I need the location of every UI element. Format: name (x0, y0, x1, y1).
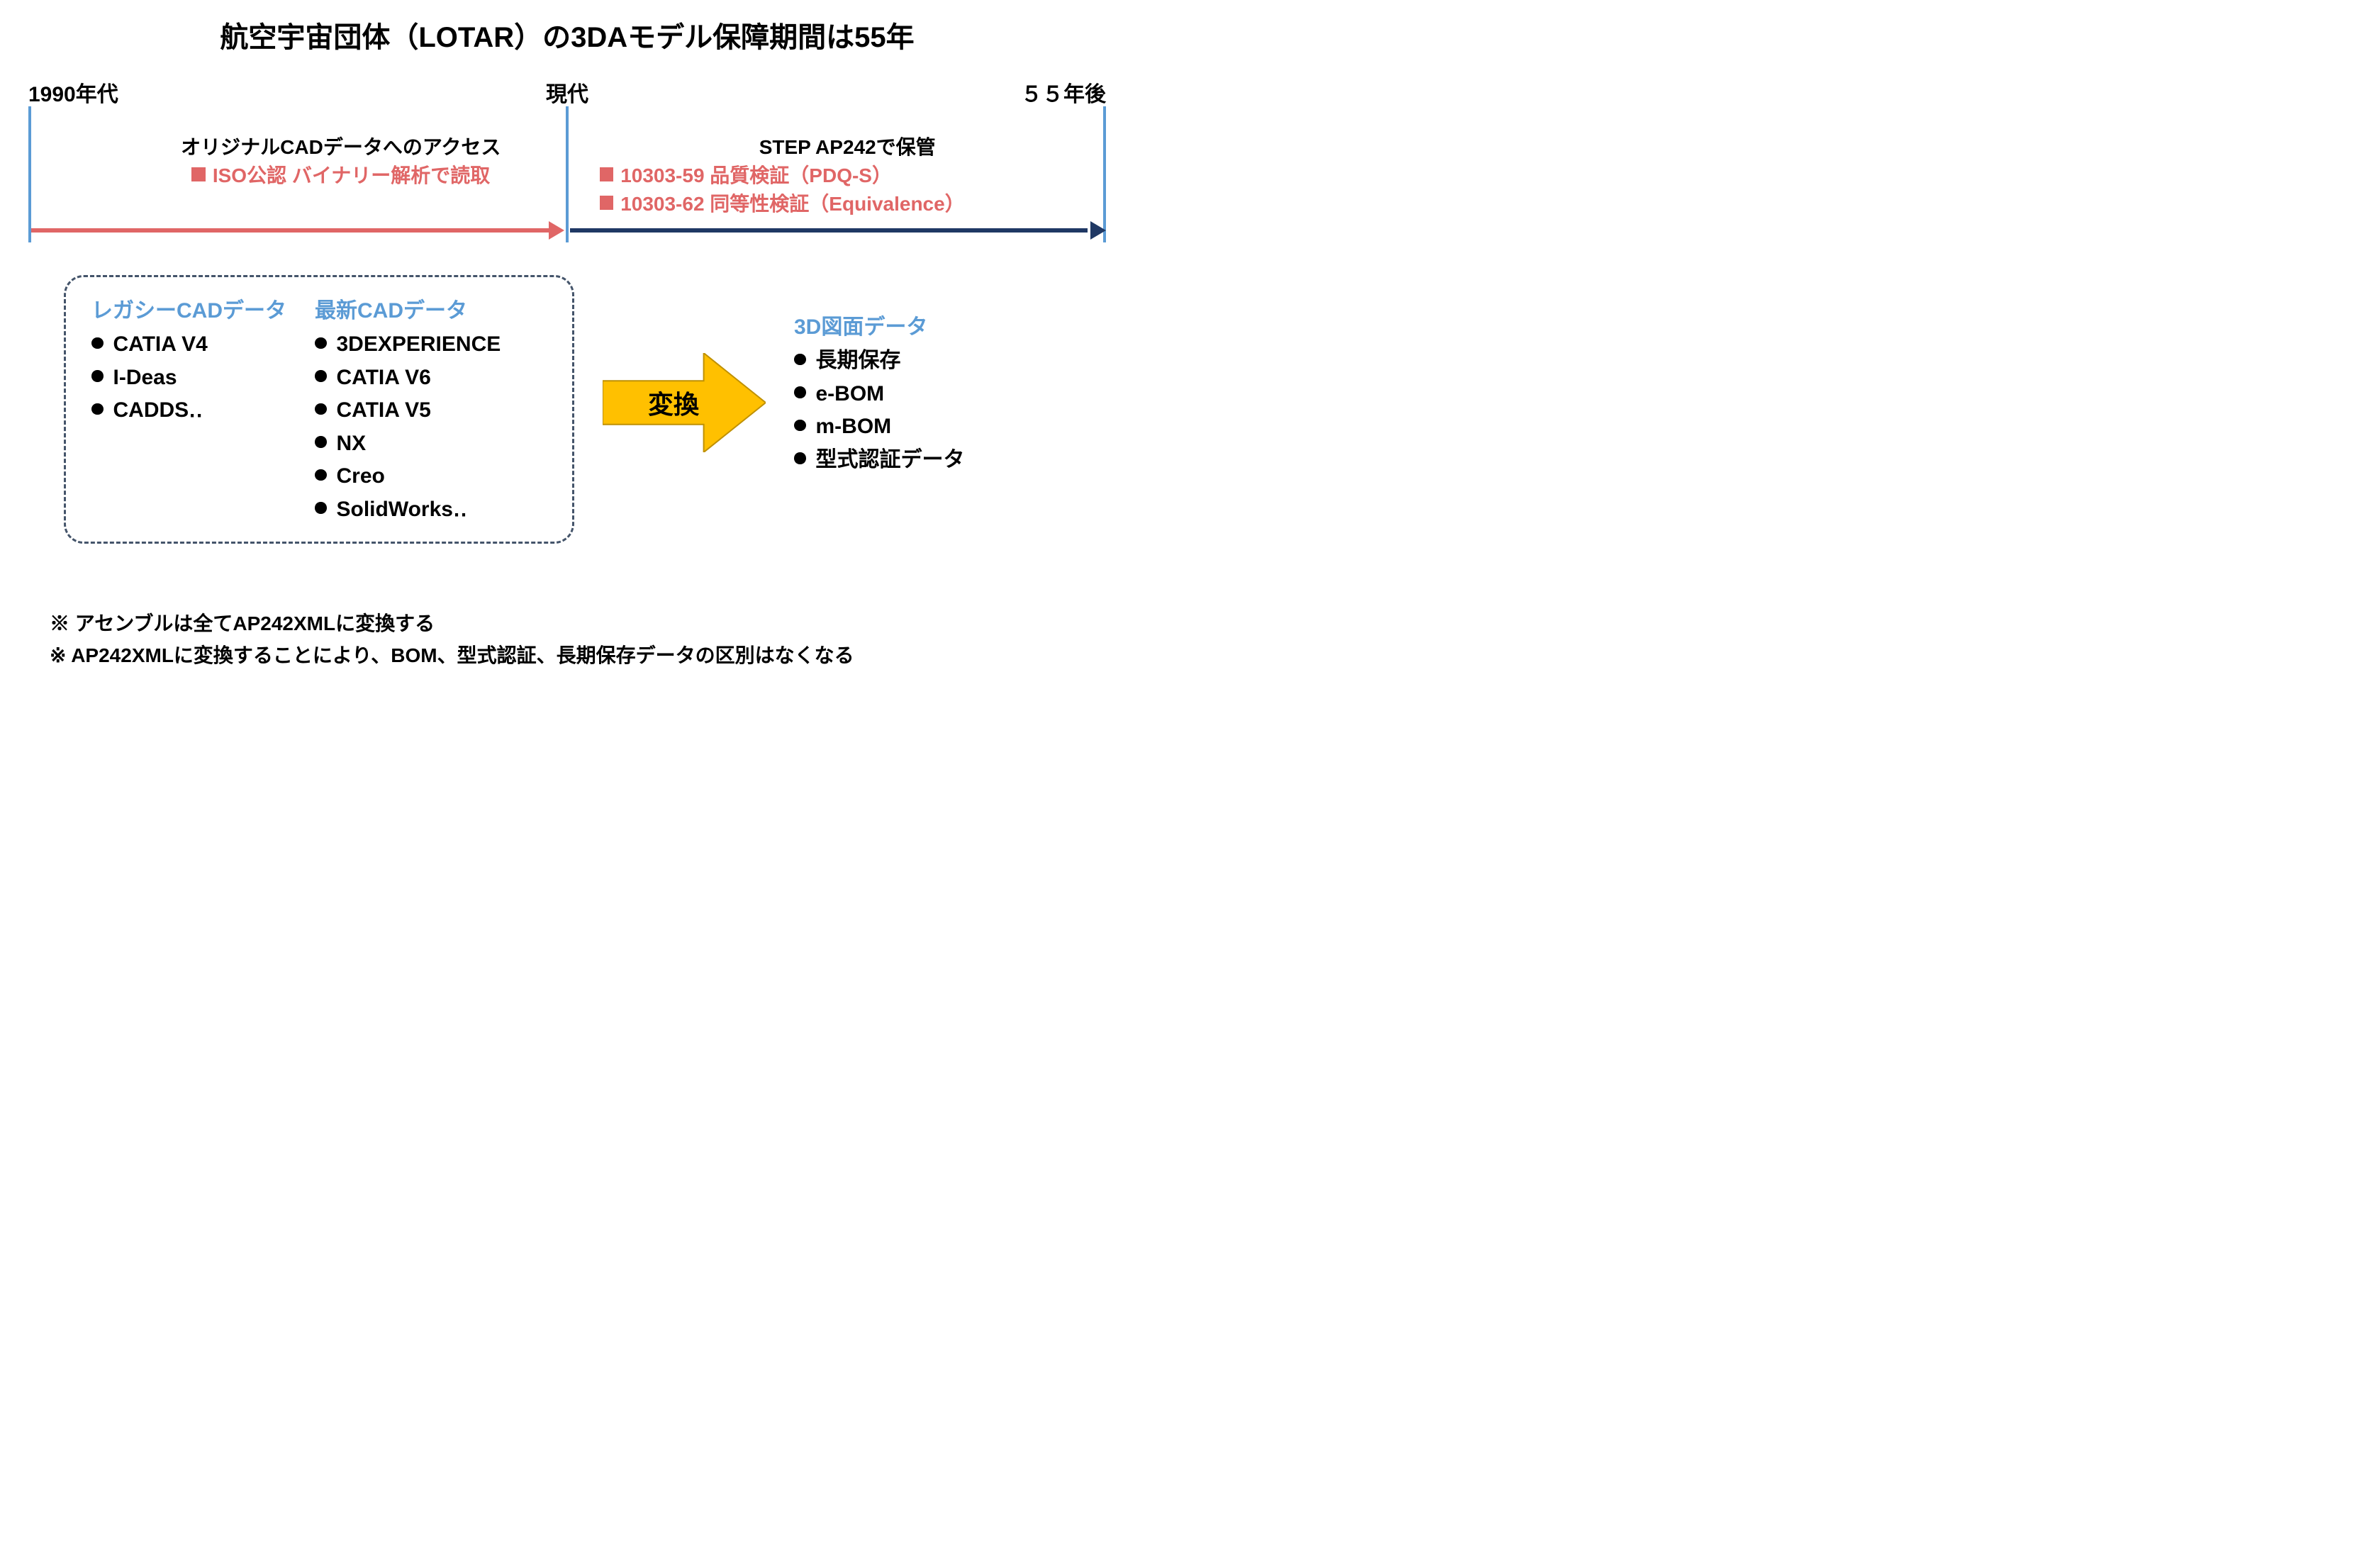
bullet-item: 10303-62 同等性検証（Equivalence） (600, 189, 1095, 217)
list-item: CATIA V4 (91, 328, 286, 362)
convert-arrow-label: 変換 (603, 384, 744, 421)
disc-bullet-icon (315, 436, 327, 448)
disc-bullet-icon (315, 502, 327, 514)
right-section: STEP AP242で保管 10303-59 品質検証（PDQ-S）10303-… (600, 132, 1095, 217)
timeline-arrow-right (570, 228, 1088, 233)
bullet-item: ISO公認 バイナリー解析で読取 (115, 160, 567, 189)
page-title: 航空宇宙団体（LOTAR）の3DAモデル保障期間は55年 (28, 14, 1106, 55)
square-bullet-icon (600, 196, 614, 210)
cad-column: 最新CADデータ 3DEXPERIENCECATIA V6CATIA V5NXCr… (315, 293, 501, 526)
disc-bullet-icon (91, 337, 104, 349)
cad-data-box: レガシーCADデータ CATIA V4I-DeasCADDS‥ 最新CADデータ 3D… (64, 275, 574, 544)
left-section: オリジナルCADデータへのアクセス ISO公認 バイナリー解析で読取 (115, 132, 567, 189)
timeline-arrowhead-right (1090, 221, 1106, 240)
disc-bullet-icon (794, 354, 806, 366)
list-item: NX (315, 427, 501, 461)
convert-arrow: 変換 (603, 353, 766, 452)
list-item: CATIA V6 (315, 362, 501, 395)
timeline-label-right: ５５年後 (1021, 77, 1106, 108)
list-item: I-Deas (91, 362, 286, 395)
disc-bullet-icon (794, 452, 806, 464)
cad-column: レガシーCADデータ CATIA V4I-DeasCADDS‥ (91, 293, 286, 526)
timeline-label-mid: 現代 (546, 77, 588, 108)
timeline-arrowhead-left (549, 221, 564, 240)
footnote-line: ※ アセンブルは全てAP242XMLに変換する (50, 608, 1106, 640)
list-item: e-BOM (794, 378, 965, 411)
disc-bullet-icon (91, 370, 104, 382)
timeline-tick-left (28, 106, 31, 242)
disc-bullet-icon (794, 420, 806, 432)
list-item: 長期保存 (794, 345, 965, 378)
column-title: 最新CADデータ (315, 293, 501, 324)
list-item: SolidWorks‥ (315, 493, 501, 527)
disc-bullet-icon (315, 403, 327, 415)
disc-bullet-icon (315, 469, 327, 481)
disc-bullet-icon (315, 337, 327, 349)
column-title: レガシーCADデータ (91, 293, 286, 324)
footnotes: ※ アセンブルは全てAP242XMLに変換する※ AP242XMLに変換すること… (50, 608, 1106, 672)
square-bullet-icon (191, 167, 206, 181)
list-item: 型式認証データ (794, 444, 965, 477)
disc-bullet-icon (91, 403, 104, 415)
disc-bullet-icon (315, 370, 327, 382)
result-column: 3D図面データ 長期保存e-BOMm-BOM型式認証データ (794, 309, 965, 476)
list-item: CADDS‥ (91, 394, 286, 427)
list-item: CATIA V5 (315, 394, 501, 427)
list-item: m-BOM (794, 410, 965, 444)
lower-area: レガシーCADデータ CATIA V4I-DeasCADDS‥ 最新CADデータ 3D… (28, 275, 1106, 573)
result-title: 3D図面データ (794, 309, 965, 340)
bullet-item: 10303-59 品質検証（PDQ-S） (600, 160, 1095, 189)
list-item: 3DEXPERIENCE (315, 328, 501, 362)
timeline: 1990年代 現代 ５５年後 オリジナルCADデータへのアクセス ISO公認 バ… (28, 77, 1106, 268)
square-bullet-icon (600, 167, 614, 181)
right-section-header: STEP AP242で保管 (600, 132, 1095, 160)
timeline-label-left: 1990年代 (28, 77, 118, 108)
left-section-header: オリジナルCADデータへのアクセス (115, 132, 567, 160)
disc-bullet-icon (794, 386, 806, 398)
list-item: Creo (315, 460, 501, 493)
footnote-line: ※ AP242XMLに変換することにより、BOM、型式認証、長期保存データの区別… (50, 640, 1106, 672)
timeline-arrow-left (31, 228, 552, 233)
